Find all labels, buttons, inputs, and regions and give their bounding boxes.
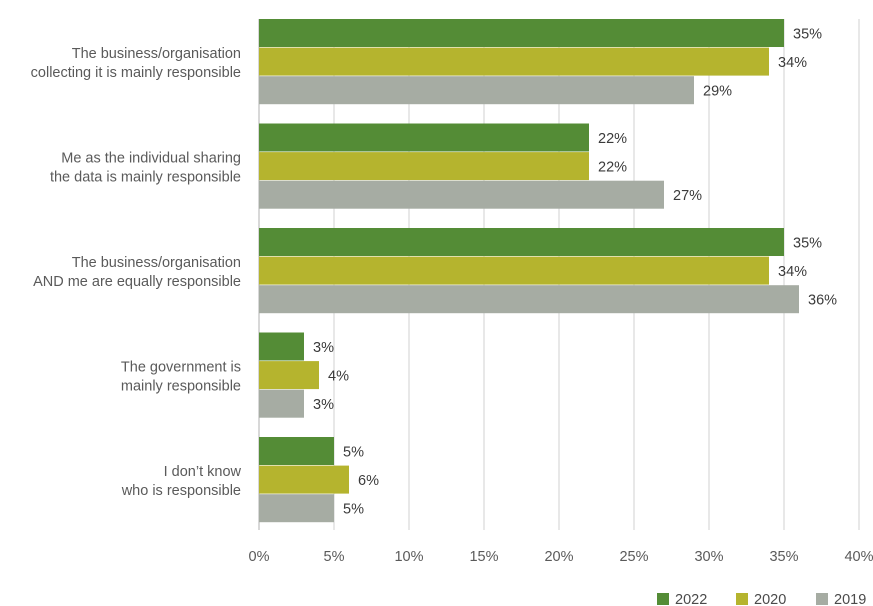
legend-label-2020: 2020	[754, 592, 786, 606]
x-tick-label-15: 15%	[469, 549, 498, 565]
bar-2019-cat4	[259, 389, 304, 418]
legend-swatch-2022	[657, 593, 669, 605]
bar-2020-cat4	[259, 361, 319, 390]
x-tick-label-40: 40%	[844, 549, 873, 565]
x-axis-tick-labels: 0% 5% 10% 15% 20% 25% 30% 35% 40%	[249, 549, 873, 565]
bar-2022-cat4	[259, 332, 304, 361]
bar-2019-cat5	[259, 494, 334, 523]
bar-2020-cat2	[259, 152, 589, 181]
legend: 2022 2020 2019	[657, 592, 866, 606]
x-tick-label-0: 0%	[249, 549, 270, 565]
x-tick-label-25: 25%	[619, 549, 648, 565]
bar-2020-cat1	[259, 47, 769, 76]
data-label-2022-cat4: 3%	[313, 340, 334, 356]
category-label-1: The business/organisation collecting it i…	[31, 46, 241, 81]
category-label-2: Me as the individual sharing the data is …	[50, 150, 241, 185]
bar-2019-cat3	[259, 285, 799, 314]
category-label-3: The business/organisation AND me are equa…	[33, 255, 241, 290]
bars	[259, 19, 799, 523]
x-tick-label-20: 20%	[544, 549, 573, 565]
data-label-2020-cat4: 4%	[328, 368, 349, 384]
bar-2022-cat3	[259, 228, 784, 256]
bar-2020-cat5	[259, 465, 349, 494]
data-label-2022-cat3: 35%	[793, 235, 822, 251]
data-label-2020-cat5: 6%	[358, 473, 379, 489]
bar-2020-cat3	[259, 256, 769, 285]
x-tick-label-35: 35%	[769, 549, 798, 565]
bar-2022-cat2	[259, 123, 589, 152]
x-tick-label-30: 30%	[694, 549, 723, 565]
data-label-2022-cat2: 22%	[598, 131, 627, 147]
x-tick-label-10: 10%	[394, 549, 423, 565]
data-label-2022-cat1: 35%	[793, 26, 822, 42]
x-tick-label-5: 5%	[324, 549, 345, 565]
data-label-2020-cat3: 34%	[778, 264, 807, 280]
data-label-2020-cat1: 34%	[778, 55, 807, 71]
data-label-2022-cat5: 5%	[343, 444, 364, 460]
legend-label-2019: 2019	[834, 592, 866, 606]
data-label-2019-cat5: 5%	[343, 502, 364, 518]
bar-2022-cat1	[259, 19, 784, 47]
bar-2022-cat5	[259, 437, 334, 465]
data-label-2019-cat2: 27%	[673, 188, 702, 204]
legend-label-2022: 2022	[675, 592, 707, 606]
data-label-2019-cat1: 29%	[703, 84, 732, 100]
category-label-5: I don’t know who is responsible	[121, 464, 242, 499]
category-label-4: The government is mainly responsible	[121, 359, 241, 394]
category-labels: The business/organisation collecting it i…	[31, 46, 242, 499]
data-label-2019-cat4: 3%	[313, 397, 334, 413]
legend-swatch-2019	[816, 593, 828, 605]
data-labels: 35%34%29%22%22%27%35%34%36%3%4%3%5%6%5%	[313, 26, 837, 517]
bar-2019-cat1	[259, 76, 694, 105]
legend-swatch-2020	[736, 593, 748, 605]
bar-2019-cat2	[259, 180, 664, 209]
data-label-2020-cat2: 22%	[598, 159, 627, 175]
data-label-2019-cat3: 36%	[808, 293, 837, 309]
